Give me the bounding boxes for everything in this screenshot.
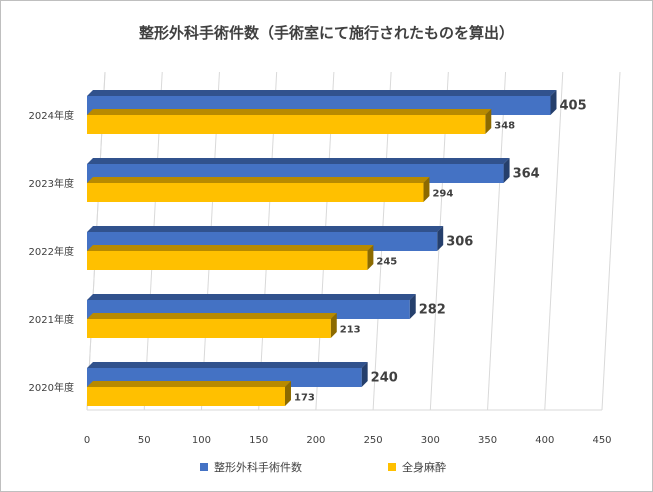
legend-swatch-series-1	[388, 463, 396, 471]
bar-side-face	[361, 362, 368, 387]
bar-side-face	[409, 294, 416, 319]
bar-side-face	[367, 245, 374, 270]
data-label-series-1: 213	[340, 325, 361, 336]
data-label-series-0: 240	[371, 371, 398, 386]
bar-top-face	[87, 109, 492, 115]
legend: 整形外科手術件数 全身麻酔	[0, 459, 653, 477]
x-tick-label: 0	[84, 435, 90, 446]
bar-side-face	[550, 90, 557, 115]
bar-top-face	[87, 177, 430, 183]
bar-top-face	[87, 313, 337, 319]
x-tick-label: 350	[478, 435, 497, 446]
legend-label-series-1: 全身麻酔	[402, 461, 446, 474]
data-label-series-0: 282	[419, 303, 446, 318]
bar-front-face	[87, 183, 424, 202]
y-category-label: 2021年度	[29, 313, 74, 326]
bar-series-1: 245	[87, 245, 397, 270]
y-category-label: 2024年度	[29, 109, 74, 122]
data-label-series-1: 348	[494, 121, 515, 132]
x-tick-label: 50	[138, 435, 151, 446]
bar-top-face	[87, 381, 291, 387]
gridline	[601, 71, 621, 411]
y-category-label: 2023年度	[29, 177, 74, 190]
chart-title: 整形外科手術件数（手術室にて施行されたものを算出）	[138, 24, 514, 42]
x-tick-label: 450	[592, 435, 611, 446]
gridline	[544, 71, 564, 411]
bar-top-face	[87, 226, 444, 232]
x-tick-label: 200	[306, 435, 325, 446]
bar-top-face	[87, 158, 510, 164]
bar-front-face	[87, 319, 331, 338]
y-category-label: 2022年度	[29, 245, 74, 258]
bar-side-face	[503, 158, 510, 183]
x-tick-label: 400	[535, 435, 554, 446]
x-tick-label: 100	[192, 435, 211, 446]
bar-front-face	[87, 251, 368, 270]
bar-side-face	[423, 177, 430, 202]
gridline	[487, 71, 507, 411]
legend-label-series-0: 整形外科手術件数	[214, 461, 302, 474]
data-label-series-0: 306	[446, 235, 473, 250]
data-label-series-1: 245	[376, 257, 397, 268]
data-label-series-1: 294	[432, 189, 453, 200]
legend-item-series-1: 全身麻酔	[388, 459, 446, 475]
bar-top-face	[87, 245, 374, 251]
x-tick-label: 300	[421, 435, 440, 446]
legend-item-series-0: 整形外科手術件数	[200, 459, 302, 475]
bar-front-face	[87, 115, 486, 134]
bar-side-face	[437, 226, 444, 251]
bar-side-face	[284, 381, 291, 406]
bar-top-face	[87, 362, 368, 368]
data-label-series-1: 173	[294, 393, 315, 404]
bar-series-1: 213	[87, 313, 361, 338]
bar-side-face	[485, 109, 492, 134]
x-tick-label: 150	[249, 435, 268, 446]
bar-top-face	[87, 294, 416, 300]
bar-series-1: 294	[87, 177, 453, 202]
bar-top-face	[87, 90, 557, 96]
bar-front-face	[87, 387, 285, 406]
data-label-series-0: 364	[513, 167, 540, 182]
x-tick-label: 250	[364, 435, 383, 446]
data-label-series-0: 405	[560, 99, 587, 114]
bar-series-1: 173	[87, 381, 315, 406]
bar-series-1: 348	[87, 109, 515, 134]
y-category-label: 2020年度	[29, 381, 74, 394]
bar-side-face	[330, 313, 337, 338]
legend-swatch-series-0	[200, 463, 208, 471]
